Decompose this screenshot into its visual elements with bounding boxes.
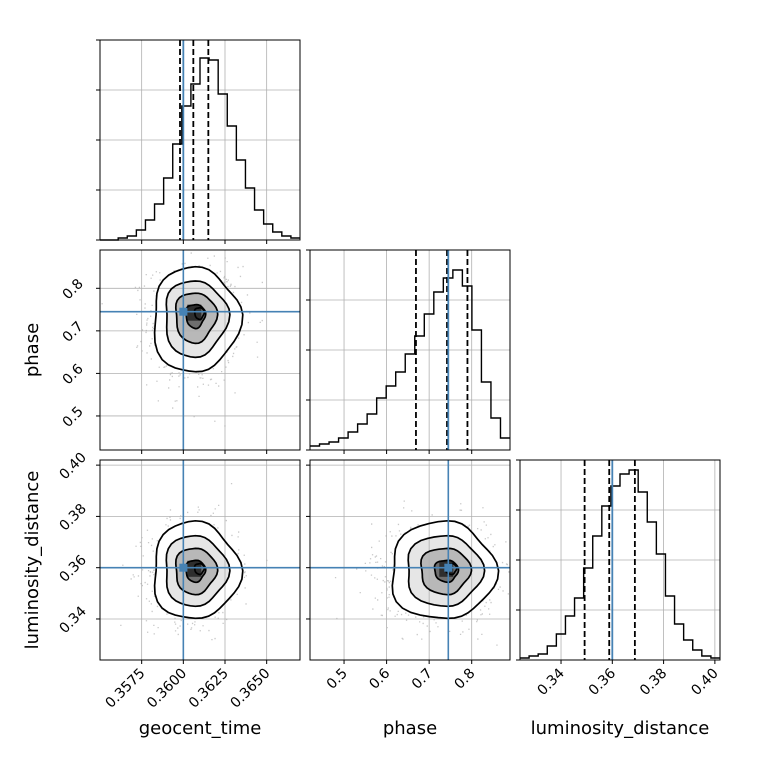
x-tick-label: 0.3600 xyxy=(144,666,190,712)
contour-layer xyxy=(153,265,500,620)
contour-line xyxy=(193,562,206,576)
y-tick-label: 0.5 xyxy=(60,404,87,431)
x-tick-label: 0.36 xyxy=(586,665,619,698)
contour-line xyxy=(165,534,231,608)
contour-line xyxy=(433,559,460,584)
x-axis-label-geocent-time: geocent_time xyxy=(139,718,262,739)
histogram-phase xyxy=(310,269,510,447)
histogram-geocent_time xyxy=(100,57,300,241)
x-tick-label: 0.40 xyxy=(688,666,721,699)
x-tick-label: 0.6 xyxy=(366,665,393,692)
marks-layer xyxy=(100,40,720,660)
y-tick-label: 0.8 xyxy=(60,276,87,303)
y-tick-label: 0.40 xyxy=(56,450,89,483)
contour-line xyxy=(391,519,500,620)
x-tick-label: 0.8 xyxy=(451,666,478,693)
x-tick-label: 0.3575 xyxy=(103,666,149,712)
y-axis-label-luminosity-distance: luminosity_distance xyxy=(22,471,43,650)
labels-layer: geocent_time phase luminosity_distance p… xyxy=(22,323,709,739)
y-tick-label: 0.36 xyxy=(56,552,89,585)
contour-line xyxy=(174,547,219,596)
contour-line xyxy=(174,292,219,345)
y-axis-label-phase: phase xyxy=(22,323,43,377)
truth-marker xyxy=(179,307,188,316)
contour-line xyxy=(165,280,231,359)
y-tick-label: 0.38 xyxy=(56,501,89,534)
x-tick-label: 0.5 xyxy=(324,666,351,693)
x-tick-label: 0.34 xyxy=(534,665,567,698)
y-tick-label: 0.7 xyxy=(60,319,87,346)
contour-line xyxy=(153,519,244,620)
x-tick-label: 0.38 xyxy=(637,666,670,699)
contour-line xyxy=(153,265,244,373)
axes-frame-panel-geocent_time-vs-luminosity_distance xyxy=(99,459,301,661)
y-tick-label: 0.6 xyxy=(60,361,87,388)
axes-frame-panel-geocent_time-vs-phase xyxy=(99,249,301,451)
histogram-luminosity_distance xyxy=(520,469,720,659)
axes-frame-panel-phase-vs-luminosity_distance xyxy=(309,459,511,661)
x-tick-label: 0.3625 xyxy=(186,666,232,712)
truth-marker xyxy=(179,563,188,572)
axes-layer: 0.5 0.6 0.7 0.8 0.34 0.36 0.38 0.40 0.35750.3600… xyxy=(56,39,722,712)
contour-line xyxy=(407,534,486,608)
contour-line xyxy=(420,547,473,596)
x-tick-label: 0.7 xyxy=(409,666,436,693)
x-axis-label-luminosity-distance: luminosity_distance xyxy=(531,718,710,739)
y-tick-label: 0.34 xyxy=(56,603,89,636)
x-tick-label: 0.3650 xyxy=(228,666,274,712)
contour-line xyxy=(193,306,206,321)
truth-marker xyxy=(444,563,453,572)
x-axis-label-phase: phase xyxy=(383,718,437,739)
